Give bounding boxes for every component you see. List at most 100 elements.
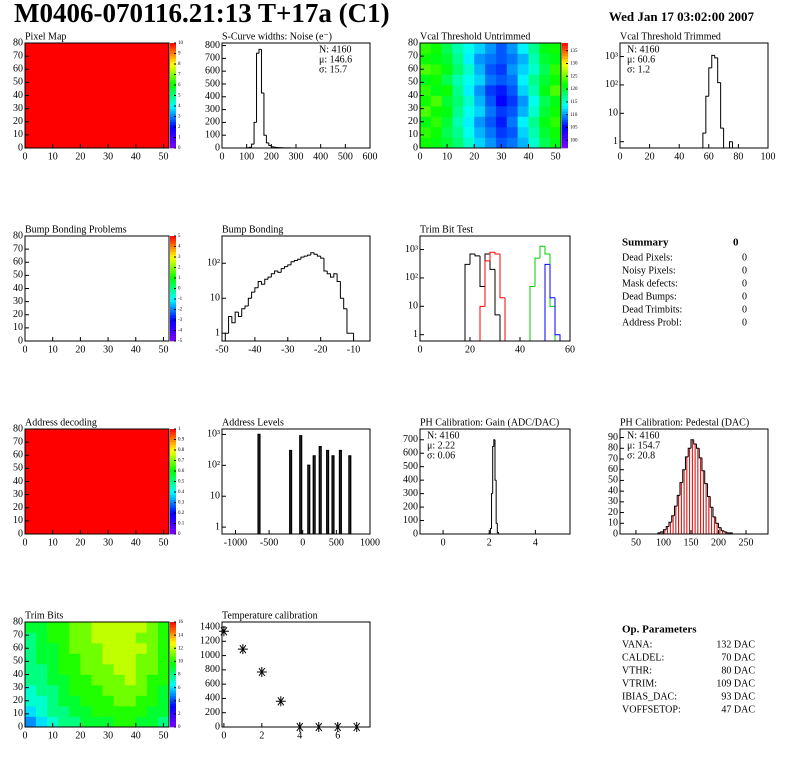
y-tick-label: 300 bbox=[403, 488, 418, 499]
heat-cell bbox=[58, 632, 70, 644]
colorbar-step bbox=[170, 698, 176, 702]
y-tick-label: 1 bbox=[613, 136, 618, 147]
heat-cell bbox=[452, 53, 464, 65]
heat-cell bbox=[157, 632, 170, 644]
y-tick-label: 60 bbox=[608, 464, 618, 475]
heat-cell bbox=[485, 116, 497, 128]
colorbar-step bbox=[170, 431, 176, 435]
histogram-bin bbox=[265, 135, 269, 144]
colorbar-label: 2 bbox=[178, 712, 181, 717]
colorbar-step bbox=[170, 43, 176, 46]
x-tick-label: -50 bbox=[215, 344, 228, 355]
panel-title: Vcal Threshold Untrimmed bbox=[420, 31, 530, 42]
colorbar-label: 125 bbox=[570, 74, 578, 79]
stats-text: N: 4160 bbox=[427, 430, 460, 441]
spike bbox=[326, 449, 330, 534]
histogram-bin bbox=[687, 447, 691, 457]
heat-cell bbox=[146, 695, 159, 707]
colorbar-step bbox=[170, 338, 176, 342]
heat-cell bbox=[430, 127, 442, 138]
heat-cell bbox=[539, 137, 551, 149]
colorbar-step bbox=[170, 132, 176, 136]
heat-cell bbox=[506, 85, 518, 96]
colorbar-step bbox=[170, 71, 176, 75]
colorbar-label: 130 bbox=[570, 62, 578, 67]
param-value: 132 DAC bbox=[716, 639, 755, 650]
colorbar-step bbox=[562, 74, 568, 78]
spike bbox=[289, 449, 293, 534]
heat-cell bbox=[146, 653, 159, 665]
spike bbox=[257, 433, 261, 534]
colorbar-step bbox=[170, 703, 176, 707]
colorbar-step bbox=[170, 690, 176, 694]
histogram-bin bbox=[665, 526, 669, 530]
histogram-bin bbox=[698, 448, 702, 459]
x-tick-label: 50 bbox=[551, 151, 561, 162]
y-tick-label: 0 bbox=[18, 528, 23, 539]
colorbar-step bbox=[562, 134, 568, 138]
colorbar-label: 0.3 bbox=[178, 501, 185, 506]
colorbar-step bbox=[170, 327, 176, 331]
colorbar-step bbox=[170, 669, 176, 673]
heat-cell bbox=[36, 695, 48, 707]
heat-cell bbox=[69, 632, 81, 644]
colorbar-label: 9 bbox=[178, 52, 181, 57]
colorbar-step bbox=[170, 124, 176, 128]
heat-cell bbox=[517, 53, 529, 65]
x-tick-label: 2 bbox=[487, 537, 492, 548]
colorbar-step bbox=[170, 526, 176, 530]
x-tick-label: 30 bbox=[103, 537, 113, 548]
x-tick-label: 0 bbox=[23, 151, 28, 162]
heat-cell bbox=[157, 664, 170, 675]
colorbar-step bbox=[170, 450, 176, 453]
histogram-bin bbox=[333, 273, 338, 278]
y-tick-label: 10 bbox=[13, 515, 23, 526]
colorbar-step bbox=[170, 85, 176, 88]
x-tick-label: 10 bbox=[48, 537, 58, 548]
summary-label: Dead Bumps: bbox=[622, 291, 677, 302]
heat-cell bbox=[474, 64, 486, 75]
histogram-bin bbox=[695, 444, 700, 449]
heat-cell bbox=[495, 85, 508, 96]
plot-frame bbox=[221, 235, 371, 342]
colorbar-step bbox=[170, 708, 176, 712]
param-value: 47 DAC bbox=[721, 704, 755, 715]
colorbar-step bbox=[170, 79, 176, 83]
y-tick-label: 10 bbox=[210, 293, 220, 304]
y-tick-label: 10 bbox=[608, 518, 618, 529]
heat-cell bbox=[124, 716, 137, 728]
summary-label: Dead Trimbits: bbox=[622, 304, 682, 315]
colorbar-label: 16 bbox=[178, 620, 184, 625]
colorbar-step bbox=[170, 484, 176, 488]
histogram-bin bbox=[671, 515, 675, 523]
histogram-bin bbox=[712, 507, 716, 518]
heat-cell bbox=[80, 716, 92, 728]
heat-cell bbox=[495, 137, 508, 149]
summary-label: Noisy Pixels: bbox=[622, 265, 676, 276]
heat-cell bbox=[430, 74, 442, 86]
y-tick-label: 40 bbox=[608, 485, 618, 496]
colorbar-step bbox=[170, 48, 176, 52]
heat-cell bbox=[430, 43, 442, 54]
histogram-bin bbox=[708, 67, 712, 97]
heat-cell bbox=[124, 653, 137, 665]
x-tick-label: 20 bbox=[645, 151, 655, 162]
spike bbox=[307, 464, 311, 534]
y-tick-label: 20 bbox=[13, 116, 23, 127]
summary-label: Mask defects: bbox=[622, 278, 678, 289]
heat-cell bbox=[550, 106, 562, 117]
y-tick-label: 200 bbox=[205, 117, 220, 128]
histogram-bin bbox=[484, 260, 490, 307]
colorbar-step bbox=[170, 291, 176, 295]
histogram-bin bbox=[258, 48, 262, 54]
heat-cell bbox=[36, 664, 48, 675]
y-tick-label: 600 bbox=[205, 678, 220, 689]
heat-cell bbox=[474, 116, 486, 128]
colorbar-step bbox=[170, 92, 176, 96]
heat-cell bbox=[495, 74, 508, 86]
summary-title: Summary bbox=[622, 237, 669, 249]
colorbar-step bbox=[170, 627, 176, 631]
colorbar-step bbox=[170, 325, 176, 329]
heat-cell bbox=[113, 632, 125, 644]
heat-cell bbox=[528, 106, 540, 117]
